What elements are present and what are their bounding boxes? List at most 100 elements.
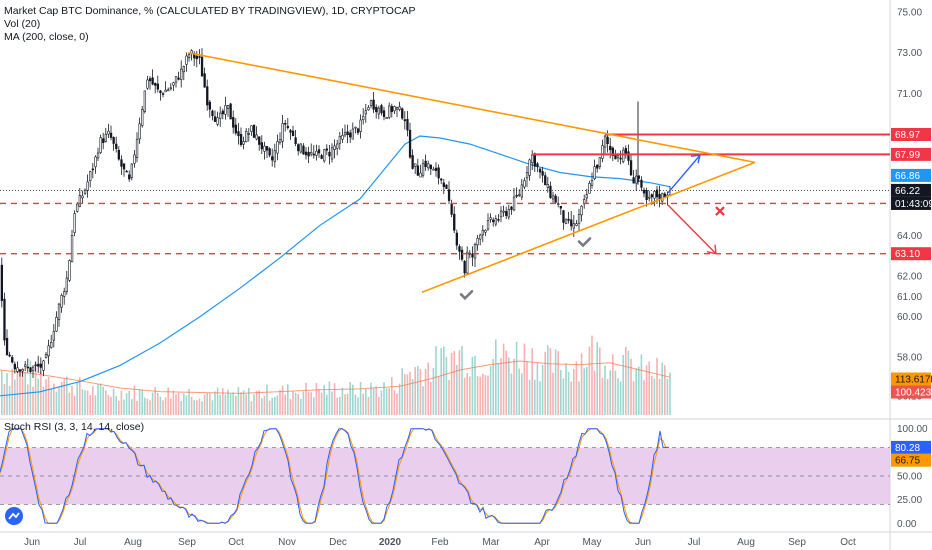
- volume-bar: [214, 391, 216, 415]
- volume-bar: [141, 390, 143, 415]
- candle-body: [661, 193, 664, 202]
- candle-body: [499, 210, 503, 218]
- candle-body: [234, 124, 238, 134]
- volume-bar: [583, 368, 585, 415]
- candle-body: [164, 89, 167, 93]
- candle-body: [476, 237, 479, 246]
- candle-body: [289, 130, 292, 133]
- volume-bar: [284, 394, 286, 415]
- price-axis-tick: 60.00: [897, 312, 922, 323]
- volume-bar: [125, 393, 128, 415]
- candle-body: [343, 132, 347, 136]
- candle-body: [135, 138, 139, 158]
- volume-bar: [268, 400, 271, 415]
- candle-body: [577, 214, 581, 224]
- volume-bar: [617, 378, 619, 415]
- candle-body: [3, 298, 6, 341]
- volume-bar: [227, 389, 229, 415]
- time-axis-tick: May: [583, 537, 602, 548]
- candle-body: [302, 145, 305, 155]
- volume-bar: [102, 386, 104, 415]
- candle-body: [538, 168, 542, 173]
- volume-bar: [424, 369, 427, 415]
- volume-bar: [354, 394, 357, 415]
- volume-bar: [669, 372, 671, 415]
- candle-body: [484, 229, 487, 233]
- candle-body: [466, 251, 469, 274]
- volume-bar: [497, 363, 500, 415]
- volume-bar: [162, 400, 164, 415]
- candle-body: [63, 291, 66, 297]
- candle-body: [497, 219, 500, 221]
- volume-bar: [45, 379, 47, 415]
- volume-bar: [653, 378, 656, 415]
- candle-body: [375, 106, 378, 113]
- candle-body: [333, 145, 336, 150]
- volume-bar: [157, 393, 159, 415]
- volume-bar: [656, 357, 658, 415]
- candle-body: [307, 151, 310, 157]
- volume-bar: [6, 373, 8, 415]
- candle-body: [161, 93, 165, 95]
- volume-bar: [666, 379, 669, 415]
- volume-bar: [638, 366, 640, 415]
- volume-bar: [183, 393, 185, 415]
- volume-bar: [235, 395, 237, 415]
- candle-body: [518, 194, 521, 196]
- volume-bar: [367, 397, 370, 415]
- volume-bar: [216, 387, 219, 415]
- drawing-layer[interactable]: [0, 51, 890, 301]
- main-pane[interactable]: [0, 0, 890, 418]
- candle-body: [315, 150, 318, 156]
- candle-body: [83, 189, 87, 194]
- volume-bar: [580, 353, 583, 415]
- volume-bar: [136, 401, 138, 415]
- candle-body: [515, 195, 518, 197]
- candle-body: [117, 149, 121, 160]
- candle-body: [174, 76, 178, 83]
- volume-bar: [177, 392, 180, 415]
- candle-body: [528, 159, 531, 176]
- candle-body: [414, 163, 417, 167]
- candle-body: [346, 131, 349, 136]
- candle-body: [424, 160, 427, 168]
- price-tag-label: 66.86: [895, 171, 920, 182]
- candle-body: [598, 157, 602, 168]
- volume-bar: [625, 346, 627, 415]
- candle-body: [44, 354, 48, 359]
- candle-body: [471, 253, 474, 258]
- volume-bar: [430, 382, 432, 415]
- candle-body: [42, 360, 45, 371]
- rsi-axis-tick: 50.00: [897, 472, 922, 483]
- volume-bar: [112, 388, 115, 415]
- candle-body: [356, 128, 360, 133]
- volume-bar: [167, 387, 169, 415]
- tradingview-logo-icon[interactable]: [5, 507, 23, 525]
- volume-bar: [248, 387, 250, 415]
- candle-body: [50, 341, 53, 348]
- candle-body: [13, 363, 17, 370]
- volume-bar: [651, 375, 653, 415]
- candle-body: [232, 117, 235, 128]
- time-axis-tick: Sep: [178, 537, 196, 548]
- volume-bar: [588, 346, 591, 415]
- volume-bar: [432, 368, 435, 415]
- candle-body: [130, 163, 134, 178]
- volume-bar: [419, 368, 422, 415]
- volume-bar: [573, 368, 575, 415]
- candle-body: [611, 147, 615, 156]
- triangle-lower-trendline: [421, 161, 756, 294]
- rsi-band: [0, 447, 890, 505]
- volume-bar: [456, 365, 458, 415]
- candle-body: [281, 123, 284, 142]
- candle-body: [455, 232, 459, 246]
- volume-bar: [11, 369, 13, 415]
- volume-bar: [396, 393, 398, 415]
- candle-body: [632, 177, 635, 184]
- candle-body: [494, 218, 498, 225]
- candle-body: [541, 171, 544, 176]
- candle-body: [81, 195, 84, 199]
- volume-bar: [474, 355, 476, 415]
- candle-body: [629, 160, 633, 176]
